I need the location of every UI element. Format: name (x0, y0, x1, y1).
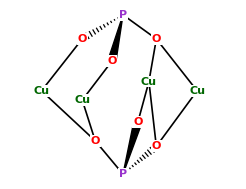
Polygon shape (108, 15, 123, 62)
Text: O: O (152, 34, 161, 44)
Text: O: O (77, 34, 87, 44)
Text: Cu: Cu (74, 95, 90, 105)
Text: O: O (133, 117, 142, 127)
Text: O: O (152, 141, 161, 151)
Text: O: O (91, 136, 100, 146)
Text: Cu: Cu (189, 86, 205, 96)
Polygon shape (123, 121, 142, 174)
Text: P: P (119, 169, 127, 179)
Text: Cu: Cu (33, 86, 49, 96)
Text: Cu: Cu (141, 77, 157, 87)
Text: P: P (119, 10, 127, 20)
Text: O: O (107, 56, 117, 66)
